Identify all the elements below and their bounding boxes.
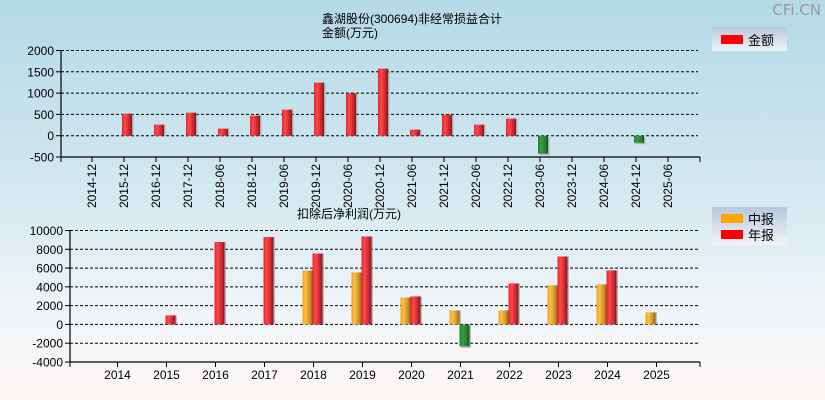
chart1-ytick-label: 0 [47,129,54,143]
chart1-xtick-label: 2016-12 [149,164,163,208]
legend-swatch-interim [721,214,743,223]
chart2-ytick-label: 2000 [36,299,63,313]
chart2-bar-annual [508,283,519,325]
chart2-xtick-label: 2023 [545,368,572,382]
chart2-ytick-label: -2000 [32,337,63,351]
chart2-bar-interim [498,310,509,325]
chart1-xtick-label: 2021-12 [437,164,451,208]
chart2-bar-annual [606,270,617,325]
chart1-bar-annual [538,135,548,154]
chart2-xtick-label: 2019 [349,368,376,382]
chart2-ytick-label: 10000 [30,224,64,238]
chart2-bar-annual [410,296,421,325]
chart2-ytick-label: 4000 [36,280,63,294]
chart1-xtick-label: 2019-06 [277,164,291,208]
chart2-plot: 10000 8000 6000 4000 2000 0 -2000 -4000 2014 2015… [30,224,701,382]
chart1-xtick-label: 2019-12 [309,164,323,208]
chart1-ylabel: 金额(万元) [322,26,378,40]
chart1-bar-annual [186,112,196,136]
chart2-ytick-label: 0 [56,318,63,332]
chart1-xtick-label: 2018-12 [245,164,259,208]
chart1-xtick-label: 2015-12 [117,164,131,208]
chart2-xtick-label: 2016 [202,368,229,382]
chart2-bar-annual [214,242,225,325]
watermark: CFi.CN [772,1,821,19]
chart1-ytick-label: 1000 [27,87,54,101]
chart2-bar-interim [596,284,607,325]
chart1-ytick-label: 500 [34,108,54,122]
chart2-bar-interim [351,272,362,325]
chart1-bar-annual [378,68,388,136]
legend-label-interim: 中报 [748,212,775,227]
chart1-bar-annual [250,115,260,136]
legend-label-amount: 金额 [748,33,775,48]
chart1-xtick-label: 2017-12 [181,164,195,208]
chart1-xtick-label: 2014-12 [85,164,99,208]
chart1-xtick-label: 2022-12 [501,164,515,208]
chart1-bar-annual [314,82,324,136]
chart1-bar-annual [282,109,292,136]
chart2-ytick-label: 6000 [36,262,63,276]
chart2-xtick-label: 2020 [398,368,425,382]
chart2-bar-annual [459,324,470,347]
chart2-bar-annual [263,237,274,325]
chart1-xtick-label: 2024-12 [629,164,643,208]
chart2-xtick-label: 2021 [447,368,474,382]
chart2-ytick-label: -4000 [32,356,63,370]
chart2-bar-annual [557,256,568,325]
chart2-xtick-label: 2017 [251,368,278,382]
chart2-bar-interim [302,270,313,325]
chart2-xtick-label: 2015 [153,368,180,382]
legend-label-annual: 年报 [748,228,775,243]
chart1-bar-annual [474,124,484,136]
chart2-legend: 中报 年报 [712,207,787,245]
chart1-bar-annual [506,118,516,136]
chart1-xtick-label: 2020-12 [373,164,387,208]
chart1-bar-annual [346,93,356,136]
chart1-xtick-label: 2023-12 [565,164,579,208]
chart1-xtick-label: 2020-06 [341,164,355,208]
chart2-bar-interim [400,297,411,325]
chart1-xtick-label: 2021-06 [405,164,419,208]
chart2-bar-annual [165,315,176,325]
chart1-bar-annual [154,124,164,136]
chart1-ytick-label: -500 [30,151,54,165]
chart1-title: 鑫湖股份(300694)非经常损益合计 [322,12,503,26]
chart1-ytick-label: 2000 [27,44,54,58]
chart2-xtick-label: 2014 [104,368,131,382]
legend-swatch-amount [721,35,743,44]
chart2-ytick-label: 8000 [36,243,63,257]
chart1-plot: 2000 1500 1000 500 0 -500 2014-12 2015-12 2016-1… [27,44,701,208]
chart2-xtick-label: 2025 [643,368,670,382]
chart2-bar-interim [645,312,656,325]
chart2-xtick-label: 2024 [594,368,621,382]
chart1-bar-annual [634,135,644,143]
chart1-bar-annual [218,128,228,136]
chart2-xtick-label: 2022 [496,368,523,382]
chart1-xtick-label: 2022-06 [469,164,483,208]
chart1-bar-annual [410,129,420,136]
chart2-bar-interim [547,285,558,325]
chart1-ytick-label: 1500 [27,65,54,79]
chart2-bar-interim [449,310,460,325]
chart1-legend: 金额 [712,27,787,51]
chart1-xtick-label: 2023-06 [533,164,547,208]
chart1-xtick-label: 2025-06 [661,164,675,208]
chart1-xtick-label: 2018-06 [213,164,227,208]
chart1-bar-annual [442,114,452,136]
chart2-bar-annual [361,236,372,325]
chart2-xtick-label: 2018 [300,368,327,382]
chart2-bar-annual [312,253,323,325]
chart1-xtick-label: 2024-06 [597,164,611,208]
chart2-title: 扣除后净利润(万元) [297,207,401,221]
chart1-bar-annual [122,113,132,136]
legend-swatch-annual [721,230,743,239]
